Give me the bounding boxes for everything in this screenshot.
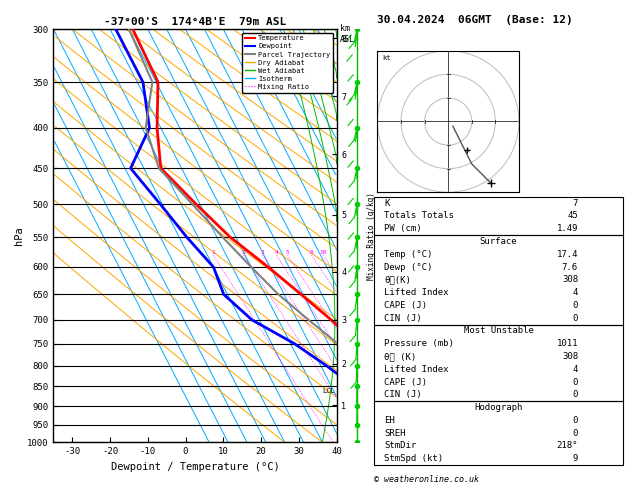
Text: 0: 0 — [572, 301, 578, 310]
Text: 0: 0 — [572, 390, 578, 399]
Text: 2: 2 — [242, 250, 246, 255]
Text: 1011: 1011 — [557, 339, 578, 348]
Text: 0: 0 — [572, 416, 578, 425]
Text: CAPE (J): CAPE (J) — [384, 378, 427, 386]
Text: Dewp (°C): Dewp (°C) — [384, 262, 433, 272]
Text: PW (cm): PW (cm) — [384, 224, 422, 233]
Text: kt: kt — [382, 55, 391, 61]
Title: -37°00'S  174°4B'E  79m ASL: -37°00'S 174°4B'E 79m ASL — [104, 17, 286, 27]
Text: LCL: LCL — [322, 388, 335, 394]
Text: 7.6: 7.6 — [562, 262, 578, 272]
Text: K: K — [384, 199, 389, 208]
Text: Pressure (mb): Pressure (mb) — [384, 339, 454, 348]
Text: θᴇ(K): θᴇ(K) — [384, 276, 411, 284]
Text: 0: 0 — [572, 429, 578, 437]
Text: 10: 10 — [320, 250, 327, 255]
Text: 45: 45 — [567, 211, 578, 221]
Text: Lifted Index: Lifted Index — [384, 288, 448, 297]
Text: 308: 308 — [562, 352, 578, 361]
Text: 308: 308 — [562, 276, 578, 284]
Text: 30.04.2024  06GMT  (Base: 12): 30.04.2024 06GMT (Base: 12) — [377, 15, 573, 25]
Text: km
ASL: km ASL — [340, 24, 355, 44]
Text: Temp (°C): Temp (°C) — [384, 250, 433, 259]
Text: 9: 9 — [572, 454, 578, 463]
Text: CAPE (J): CAPE (J) — [384, 301, 427, 310]
Text: 4: 4 — [572, 288, 578, 297]
Text: 1.49: 1.49 — [557, 224, 578, 233]
Text: SREH: SREH — [384, 429, 406, 437]
Text: 17.4: 17.4 — [557, 250, 578, 259]
Text: 3: 3 — [261, 250, 265, 255]
Bar — [374, 235, 623, 325]
Text: © weatheronline.co.uk: © weatheronline.co.uk — [374, 474, 479, 484]
X-axis label: Dewpoint / Temperature (°C): Dewpoint / Temperature (°C) — [111, 462, 279, 472]
Text: 1: 1 — [211, 250, 215, 255]
Legend: Temperature, Dewpoint, Parcel Trajectory, Dry Adiabat, Wet Adiabat, Isotherm, Mi: Temperature, Dewpoint, Parcel Trajectory… — [242, 33, 333, 93]
Text: Surface: Surface — [480, 237, 517, 246]
Text: 0: 0 — [572, 313, 578, 323]
Text: EH: EH — [384, 416, 395, 425]
Text: Mixing Ratio (g/kg): Mixing Ratio (g/kg) — [367, 192, 376, 279]
Text: θᴇ (K): θᴇ (K) — [384, 352, 416, 361]
Text: Hodograph: Hodograph — [474, 403, 523, 412]
Text: CIN (J): CIN (J) — [384, 313, 422, 323]
Bar — [374, 197, 623, 235]
Text: Totals Totals: Totals Totals — [384, 211, 454, 221]
Text: StmDir: StmDir — [384, 441, 416, 451]
Text: 7: 7 — [572, 199, 578, 208]
Text: 4: 4 — [572, 365, 578, 374]
Text: 0: 0 — [572, 378, 578, 386]
Text: 8: 8 — [309, 250, 313, 255]
Text: StmSpd (kt): StmSpd (kt) — [384, 454, 443, 463]
Text: 218°: 218° — [557, 441, 578, 451]
Text: CIN (J): CIN (J) — [384, 390, 422, 399]
Text: 4: 4 — [275, 250, 279, 255]
Bar — [374, 401, 623, 465]
Text: Lifted Index: Lifted Index — [384, 365, 448, 374]
Text: Most Unstable: Most Unstable — [464, 327, 533, 335]
Bar — [374, 325, 623, 401]
Y-axis label: hPa: hPa — [14, 226, 25, 245]
Text: 5: 5 — [286, 250, 289, 255]
